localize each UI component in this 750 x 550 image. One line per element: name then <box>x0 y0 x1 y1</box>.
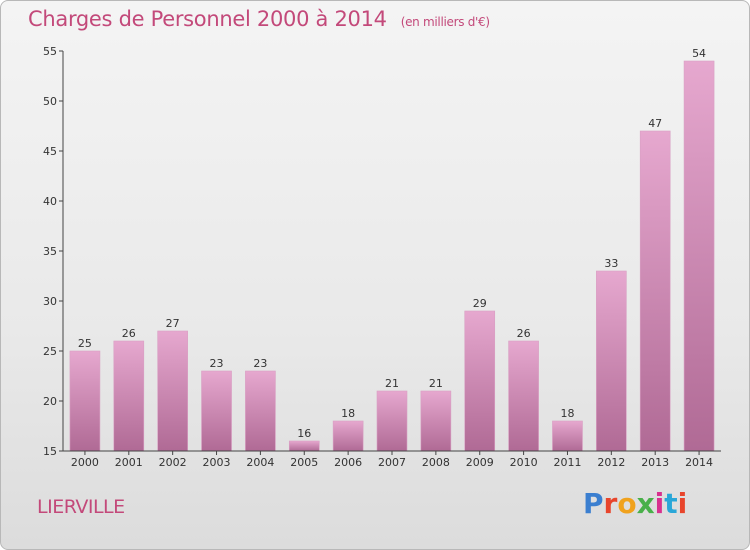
value-label-2007: 21 <box>385 377 399 390</box>
x-tick-label-2013: 2013 <box>641 456 669 469</box>
bar-2010 <box>508 340 539 452</box>
x-tick-label-2000: 2000 <box>71 456 99 469</box>
logo-letter: t <box>664 487 678 520</box>
value-label-2000: 25 <box>78 337 92 350</box>
x-tick-label-2004: 2004 <box>246 456 274 469</box>
logo-letter: o <box>617 487 637 520</box>
x-tick-label-2010: 2010 <box>510 456 538 469</box>
value-label-2004: 23 <box>253 357 267 370</box>
value-label-2008: 21 <box>429 377 443 390</box>
value-label-2011: 18 <box>560 407 574 420</box>
x-tick-label-2003: 2003 <box>203 456 231 469</box>
y-tick-label-40: 40 <box>43 195 57 208</box>
x-tick-label-2009: 2009 <box>466 456 494 469</box>
value-label-2013: 47 <box>648 117 662 130</box>
bar-2009 <box>464 310 496 452</box>
x-tick-label-2008: 2008 <box>422 456 450 469</box>
x-tick-label-2007: 2007 <box>378 456 406 469</box>
y-tick-label-45: 45 <box>43 145 57 158</box>
value-label-2009: 29 <box>473 297 487 310</box>
value-label-2002: 27 <box>166 317 180 330</box>
value-label-2010: 26 <box>517 327 531 340</box>
bar-2003 <box>201 370 232 452</box>
bar-2007 <box>376 390 408 452</box>
bar-2004 <box>245 370 276 452</box>
y-axis: 15 20 25 30 35 40 45 50 55 <box>43 45 64 458</box>
x-tick-label-2014: 2014 <box>685 456 713 469</box>
logo-letter: i <box>654 487 665 520</box>
logo-letter: i <box>677 487 688 520</box>
logo-letter: x <box>636 487 655 520</box>
bar-2014 <box>683 60 715 452</box>
x-tick-label-2011: 2011 <box>553 456 581 469</box>
value-label-2006: 18 <box>341 407 355 420</box>
bar-2008 <box>420 390 452 452</box>
value-label-2001: 26 <box>122 327 136 340</box>
x-tick-label-2006: 2006 <box>334 456 362 469</box>
bar-2005 <box>288 440 320 452</box>
proxiti-logo: Proxiti <box>583 487 687 520</box>
value-label-2005: 16 <box>297 427 311 440</box>
location-name: LIERVILLE <box>37 496 125 518</box>
x-axis: 2000 2001 2002 2003 2004 2005 2006 2007 2008 2009… <box>63 450 721 469</box>
x-tick-label-2012: 2012 <box>597 456 625 469</box>
bar-2001 <box>113 340 145 452</box>
bar-2013 <box>639 130 671 452</box>
y-tick-label-50: 50 <box>43 95 57 108</box>
chart-title: Charges de Personnel 2000 à 2014 (en mill… <box>28 7 490 31</box>
x-tick-label-2005: 2005 <box>290 456 318 469</box>
value-label-2003: 23 <box>210 357 224 370</box>
y-tick-label-25: 25 <box>43 345 57 358</box>
value-label-2014: 54 <box>692 47 706 60</box>
value-label-2012: 33 <box>604 257 618 270</box>
chart-title-text: Charges de Personnel 2000 à 2014 <box>28 7 387 31</box>
logo-letter: P <box>583 487 604 520</box>
y-tick-label-30: 30 <box>43 295 57 308</box>
x-tick-label-2001: 2001 <box>115 456 143 469</box>
bar-2000 <box>69 350 101 452</box>
bar-2012 <box>596 270 627 452</box>
bar-2002 <box>157 330 188 452</box>
logo-letter: r <box>603 487 618 520</box>
y-tick-label-15: 15 <box>43 445 57 458</box>
y-tick-label-55: 55 <box>43 45 57 58</box>
bar-2011 <box>552 420 583 452</box>
y-tick-label-35: 35 <box>43 245 57 258</box>
y-tick-label-20: 20 <box>43 395 57 408</box>
bar-2006 <box>332 420 364 452</box>
bars-group: 25 26 27 23 23 16 18 21 21 29 26 18 33 47 54 <box>69 47 715 452</box>
chart-subtitle: (en milliers d'€) <box>400 15 490 29</box>
x-tick-label-2002: 2002 <box>159 456 187 469</box>
